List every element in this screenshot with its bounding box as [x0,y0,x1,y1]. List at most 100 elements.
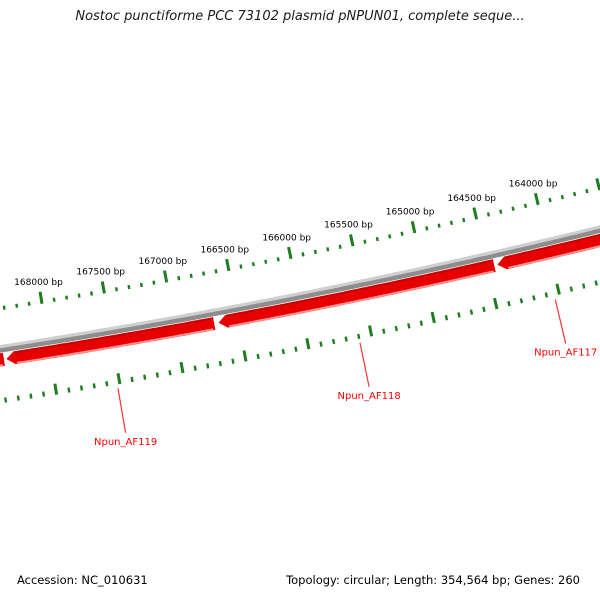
ruler-minor-tick [388,234,392,239]
ruler-minor-tick-inner [155,372,159,378]
gene-shade-line [14,318,212,354]
ruler-major-tick [225,258,231,272]
ruler-minor-tick [127,284,131,290]
ruler-major-tick-inner [555,283,561,295]
ruler-minor-tick [202,271,206,276]
ruler-minor-tick-inner [419,320,424,326]
ruler-minor-tick [239,264,243,269]
ruler-minor-tick-inner [469,309,474,315]
ruler-minor-tick [511,206,515,211]
ruler-minor-tick [2,305,6,310]
ruler-major-tick [163,270,169,283]
ruler-minor-tick [77,293,81,298]
ruler-major-tick [410,220,417,234]
ruler-minor-tick [152,280,156,285]
gene-label[interactable]: Npun_AF119 [94,437,157,448]
ruler-minor-tick [499,209,503,214]
ruler-minor-tick [585,188,589,194]
gene-shade-line [505,234,600,259]
ruler-minor-tick-inner [256,353,260,360]
ruler-minor-tick-inner [594,280,598,286]
ruler-tick-label: 166500 bp [200,245,249,255]
ruler-minor-tick [251,261,255,267]
ruler-minor-tick [449,220,454,226]
ruler-minor-tick [523,203,528,209]
ruler-minor-tick-inner [569,286,574,292]
ruler-tick-label: 167000 bp [138,257,187,267]
ruler-tick-label: 164000 bp [509,180,558,190]
ruler-minor-tick [214,269,218,274]
ruler-tick-label: 165500 bp [324,221,373,231]
ruler-major-tick-inner [116,372,122,385]
ruler-minor-tick [363,239,367,244]
ruler-minor-tick-inner [519,298,524,304]
ruler-major-tick-inner [368,325,374,337]
ruler-tick-label: 166000 bp [262,233,311,243]
ruler-minor-tick-inner [344,336,348,342]
ruler-minor-tick [400,231,404,236]
gene-highlight-line [0,364,3,367]
ruler-minor-tick-inner [294,346,298,352]
ruler-major-tick [287,246,293,260]
ruler-minor-tick [276,257,280,262]
ruler-minor-tick-inner [582,283,586,289]
ruler-major-tick [349,234,355,247]
ruler-minor-tick-inner [218,360,222,367]
ruler-major-tick-inner [430,311,436,324]
ruler-minor-tick [264,259,268,264]
ruler-minor-tick [313,249,317,255]
ruler-minor-tick-inner [331,338,336,345]
gene-feature-Npun_AF119[interactable] [6,317,216,365]
backbone-arc [0,228,600,353]
ruler-minor-tick [462,217,466,223]
gene-label[interactable]: Npun_AF117 [534,347,597,358]
ruler-minor-tick [189,273,193,279]
ruler-tick-label: 167500 bp [76,268,125,278]
ruler-major-tick [595,178,600,191]
ruler-minor-tick-inner [231,358,235,364]
status-accession: Accession: NC_010631 [17,573,148,587]
ruler-minor-tick-inner [281,348,285,355]
ruler-minor-tick-inner [532,295,536,301]
ruler-minor-tick-inner [92,383,96,389]
ruler-minor-tick-inner [130,376,134,383]
ruler-minor-tick [90,291,94,296]
ruler-minor-tick [338,244,342,250]
ruler-minor-tick-inner [29,393,33,399]
ruler-minor-tick-inner [444,315,449,321]
ruler-minor-tick-inner [269,351,273,357]
gene-feature-Npun_AF118[interactable] [218,259,496,328]
ruler-minor-tick [301,252,305,257]
ruler-minor-tick [548,197,552,203]
ruler-minor-tick [572,191,577,197]
ruler-minor-tick-inner [67,387,71,393]
gene-feature-partial[interactable] [0,352,5,370]
ruler-major-tick [100,281,106,294]
ruler-minor-tick-inner [206,363,210,369]
ruler-minor-tick-inner [357,333,361,340]
ruler-minor-tick [115,287,118,292]
ruler-minor-tick-inner [394,325,398,332]
ruler-minor-tick-inner [42,391,46,397]
ruler-minor-tick [15,303,19,308]
ruler-minor-tick-inner [4,397,8,403]
ruler-minor-tick-inner [507,300,511,307]
ruler-minor-tick-inner [193,365,197,371]
ruler-minor-tick [326,247,330,252]
ruler-minor-tick-inner [79,385,84,391]
ruler-minor-tick [425,226,429,231]
ruler-major-tick [472,207,479,220]
gene-callout-line [359,342,370,388]
ruler-minor-tick-inner [457,312,461,318]
ruler-minor-tick [486,212,491,217]
gene-feature-Npun_AF117[interactable] [497,224,600,270]
ruler-major-tick-inner [493,297,499,310]
ruler-minor-tick-inner [143,374,147,380]
ruler-minor-tick [560,194,564,200]
gene-label[interactable]: Npun_AF118 [338,391,401,402]
ruler-minor-tick-inner [482,306,486,313]
ruler-minor-tick-inner [407,323,411,329]
ruler-minor-tick-inner [319,341,323,347]
status-topology-length-genes: Topology: circular; Length: 354,564 bp; … [286,573,580,587]
